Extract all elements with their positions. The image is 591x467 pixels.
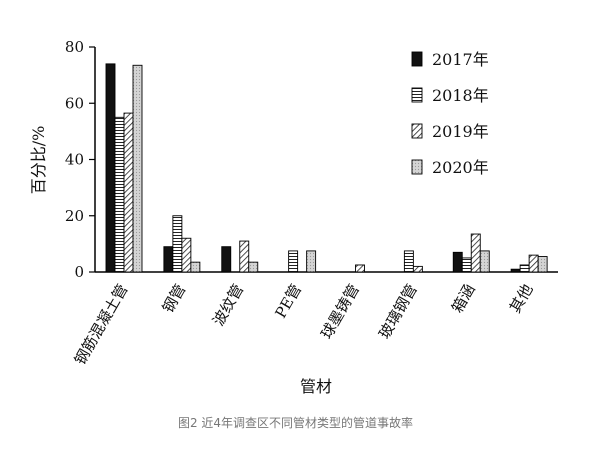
category-labels: 钢筋混凝土管 钢管 波纹管 PE管 球墨铸管 玻璃钢管 箱涵 其他 [71,281,537,368]
x-tick-label: PE管 [271,281,305,321]
y-tick-label: 80 [65,38,84,56]
figure-caption: 图2 近4年调查区不同管材类型的管道事故率 [177,416,414,430]
legend-label: 2017年 [432,50,489,69]
bar [190,261,201,273]
legend: 2017年 2018年 2019年 2020年 [411,50,489,177]
bar [412,265,423,273]
legend-swatch [411,159,423,175]
bar [510,268,521,273]
bar [461,257,472,273]
legend-label: 2019年 [432,122,489,141]
legend-swatch [411,51,423,67]
y-tick-label: 0 [74,263,84,281]
y-axis-label: 百分比/% [29,126,48,195]
y-tick-label: 20 [65,207,84,225]
y-ticks: 0 20 40 60 80 [65,38,95,281]
bar [248,261,259,273]
bar [172,215,183,273]
bar [519,264,530,273]
legend-label: 2018年 [432,86,489,105]
bar [452,251,463,273]
bar [479,250,490,273]
legend-swatch [411,87,423,103]
bar [123,112,134,273]
bar [403,250,414,273]
bar [537,256,548,273]
x-axis-label: 管材 [300,377,332,396]
bar [306,250,317,273]
bar [355,264,365,273]
bar [221,246,232,273]
x-tick-label: 玻璃钢管 [375,281,421,342]
bar [105,63,116,273]
x-tick-label: 钢管 [159,281,190,316]
bar [288,250,299,273]
bar [470,233,481,273]
x-tick-label: 钢筋混凝土管 [71,281,132,368]
bar [114,116,125,273]
x-tick-label: 箱涵 [448,281,479,316]
x-tick-label: 其他 [506,281,537,316]
x-tick-label: 球墨铸管 [317,281,363,342]
x-tick-label: 波纹管 [209,281,247,329]
bars [105,63,548,273]
y-tick-label: 60 [65,94,84,112]
legend-swatch [411,123,423,139]
y-tick-label: 40 [65,151,84,169]
bar [132,64,143,273]
bar [163,246,174,273]
legend-label: 2020年 [432,158,489,177]
bar [181,237,192,273]
bar [239,240,250,273]
bar [528,254,539,273]
